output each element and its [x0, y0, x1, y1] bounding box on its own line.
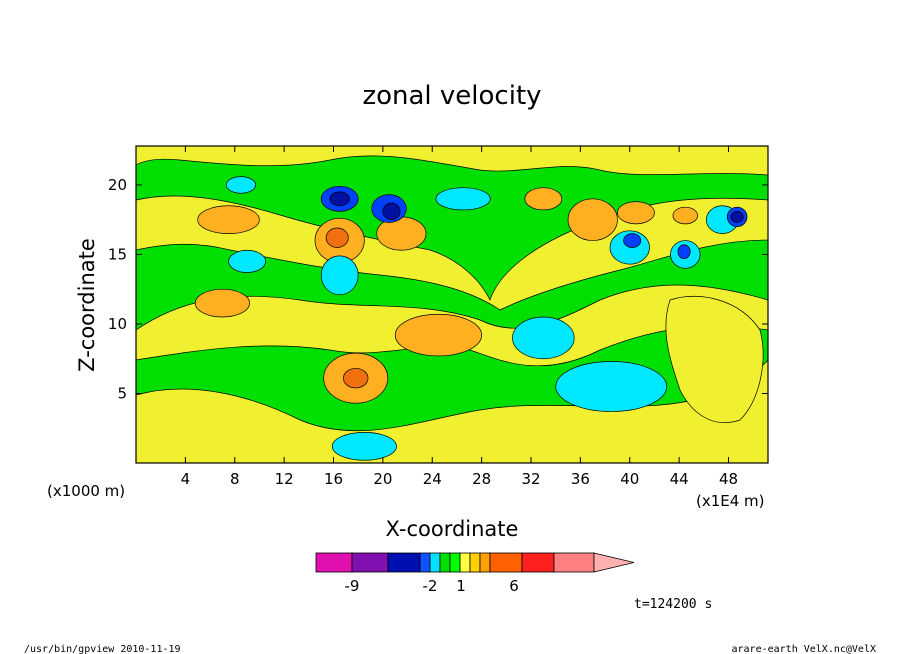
x-axis: 4 8 12 16 20 24 28 32 36 40 44 48	[181, 146, 738, 488]
region-orange-mid-2	[194, 288, 250, 318]
region-navy-upper-2	[382, 202, 401, 221]
footer-left: /usr/bin/gpview 2010-11-19	[24, 644, 181, 654]
region-blue-upper-3	[623, 233, 642, 248]
region-navy-upper-1	[329, 191, 350, 207]
colorbar-segment	[479, 552, 491, 573]
colorbar-label: -9	[345, 577, 360, 595]
region-cyan-mid	[512, 316, 575, 360]
x-tick-label: 44	[670, 470, 689, 488]
y-unit-label: (x1E4 m)	[696, 492, 765, 510]
y-tick-label: 20	[108, 176, 127, 194]
colorbar-segment	[351, 552, 389, 573]
region-orange-mid-1	[394, 313, 482, 357]
y-axis-label: Z-coordinate	[75, 238, 99, 372]
footer-right: arare-earth_VelX.nc@VelX	[732, 644, 877, 654]
colorbar-label: 6	[509, 577, 519, 595]
colorbar-segment	[553, 552, 595, 573]
chart-title: zonal velocity	[362, 81, 541, 111]
colorbar: -9 -2 1 6	[315, 552, 635, 595]
region-navy-upper-5	[730, 210, 744, 223]
y-tick-label: 15	[108, 245, 127, 263]
colorbar-label: 1	[456, 577, 466, 595]
region-orange-upper-6	[524, 187, 563, 211]
x-axis-label: X-coordinate	[386, 517, 519, 541]
y-axis: 5 10 15 20	[108, 176, 768, 402]
region-cyan-low-2	[555, 361, 668, 412]
plot-frame	[135, 145, 769, 464]
region-cyan-upper-1	[320, 255, 359, 296]
y-tick-label: 10	[108, 315, 127, 333]
region-cyan-upper-5	[435, 187, 491, 211]
colorbar-label: -2	[423, 577, 438, 595]
x-tick-label: 48	[719, 470, 738, 488]
region-orange-upper-4	[567, 198, 618, 241]
colorbar-segment	[469, 552, 481, 573]
colorbar-segment	[429, 552, 441, 573]
colorbar-segment	[387, 552, 421, 573]
time-label: t=124200 s	[634, 597, 712, 612]
region-blue-upper-4	[677, 244, 691, 259]
colorbar-segment	[315, 552, 353, 573]
region-cyan-low-1	[331, 432, 397, 461]
x-tick-label: 20	[373, 470, 392, 488]
region-dark-orange-upper-1	[325, 227, 349, 248]
contour-regions	[194, 176, 748, 461]
region-dark-orange-low	[343, 368, 369, 389]
colorbar-segment	[521, 552, 555, 573]
region-orange-upper-5	[617, 201, 655, 225]
region-orange-upper-2	[197, 205, 260, 234]
x-tick-label: 8	[230, 470, 240, 488]
yellow-band-top	[136, 146, 768, 176]
colorbar-segment	[489, 552, 523, 573]
x-tick-label: 40	[620, 470, 639, 488]
x-tick-label: 12	[275, 470, 294, 488]
region-orange-upper-7	[672, 206, 698, 225]
x-tick-label: 4	[181, 470, 191, 488]
x-tick-label: 32	[521, 470, 540, 488]
region-cyan-upper-2	[228, 249, 266, 273]
x-tick-label: 16	[324, 470, 343, 488]
x-unit-label: (x1000 m)	[47, 482, 125, 500]
region-cyan-upper-6	[225, 176, 257, 194]
x-tick-label: 28	[472, 470, 491, 488]
colorbar-segment	[449, 552, 461, 573]
colorbar-arrow	[593, 552, 635, 573]
colorbar-segment	[419, 552, 431, 573]
x-tick-label: 36	[571, 470, 590, 488]
colorbar-segment	[439, 552, 451, 573]
x-tick-label: 24	[423, 470, 442, 488]
colorbar-segment	[459, 552, 471, 573]
yellow-band-right	[665, 295, 764, 423]
y-tick-label: 5	[117, 384, 127, 402]
